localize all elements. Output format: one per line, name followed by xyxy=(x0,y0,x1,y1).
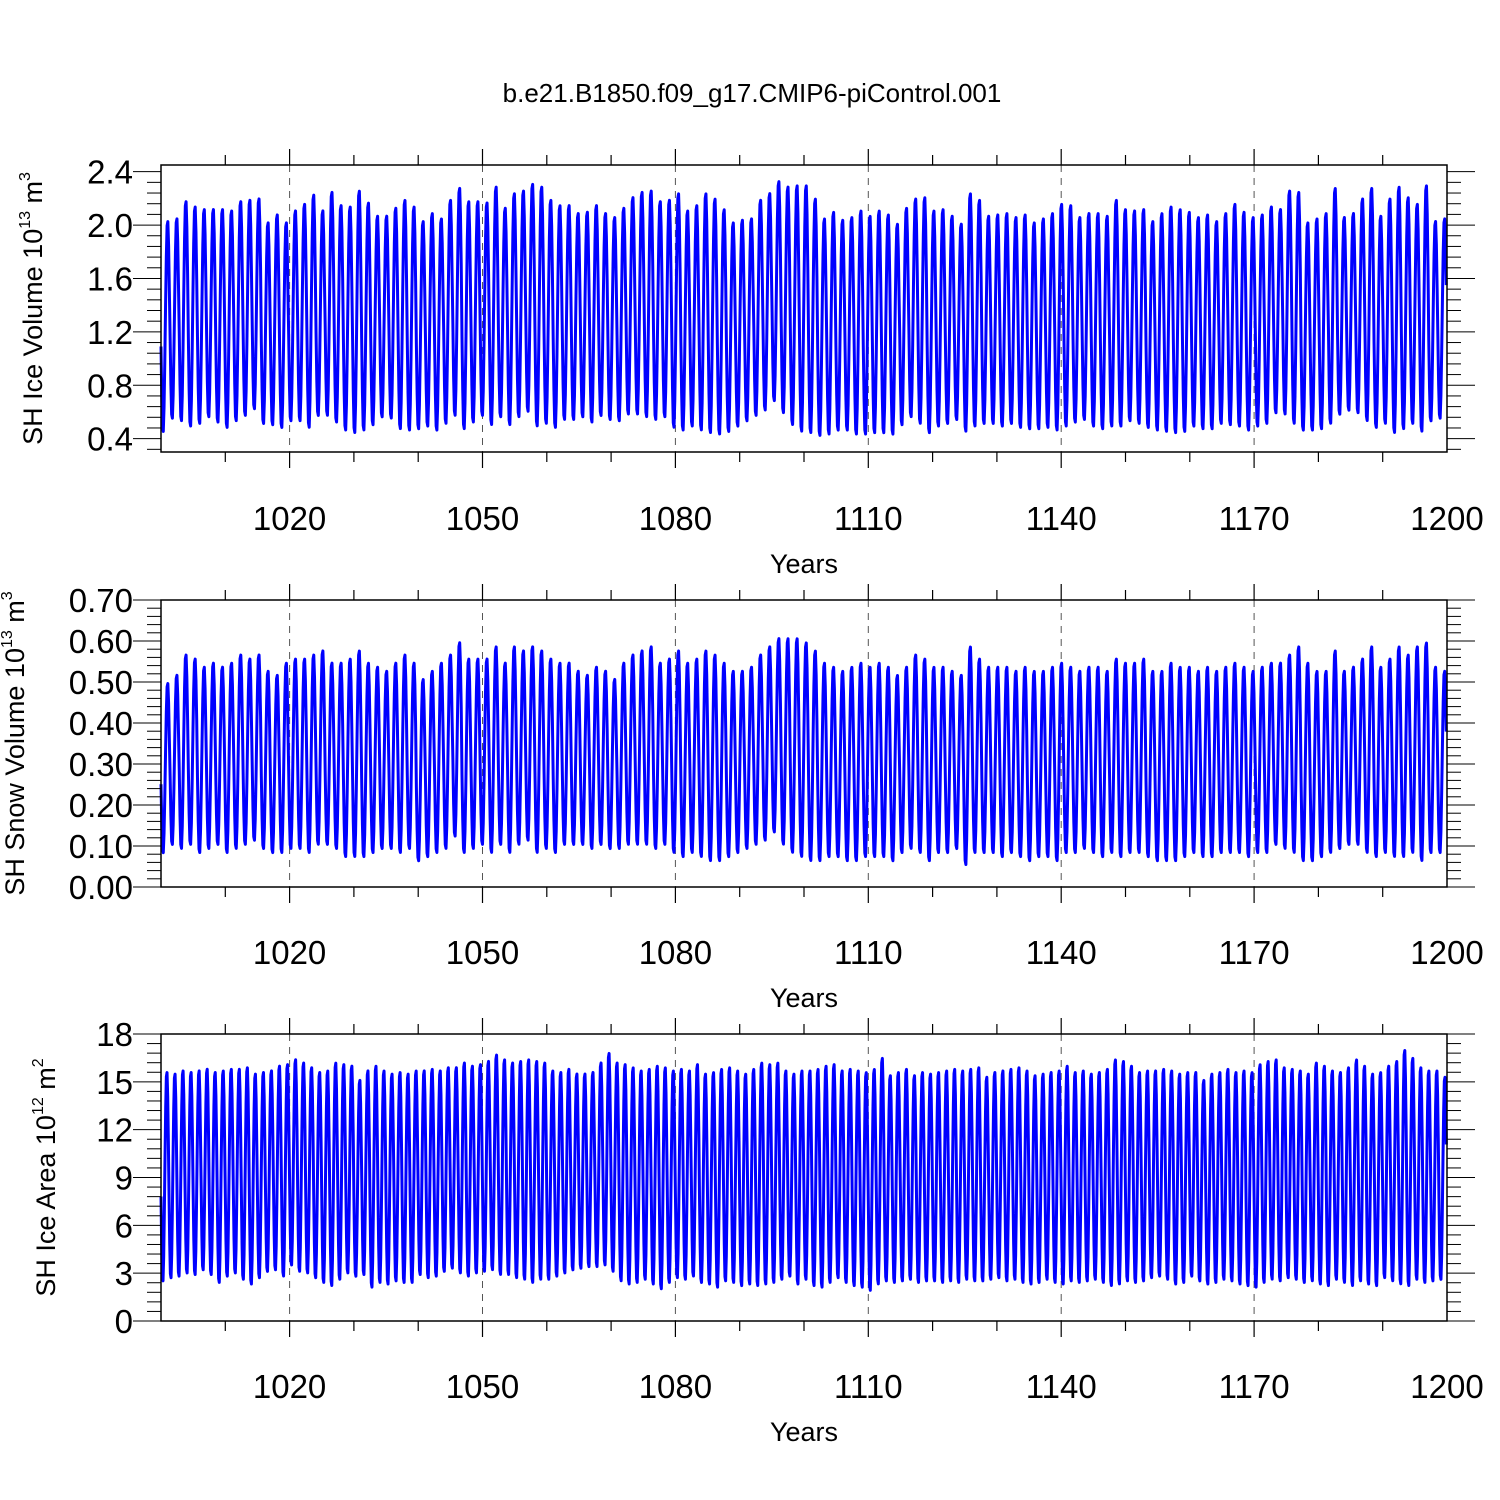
y-tick-label: 2.4 xyxy=(87,154,133,191)
x-tick-label: 1080 xyxy=(639,934,712,971)
panel-1: 0.4 0.8 1.2 1.6 2.0 2.4 1020 1050 1080 1110 1140 11… xyxy=(17,149,1484,579)
x-axis-label: Years xyxy=(770,1417,838,1447)
y-axis-label: SH Snow Volume 1013 m3 xyxy=(0,591,30,895)
x-tick-label: 1050 xyxy=(446,500,519,537)
y-tick-label: 1.2 xyxy=(87,314,133,351)
x-tick-label: 1140 xyxy=(1026,500,1097,537)
x-tick-label: 1140 xyxy=(1026,934,1097,971)
y-tick-label: 9 xyxy=(115,1160,133,1197)
series-line xyxy=(159,180,1448,437)
x-tick-label: 1020 xyxy=(253,500,326,537)
y-tick-label: 0.00 xyxy=(69,869,133,906)
y-tick-label: 18 xyxy=(96,1016,133,1053)
x-tick-label: 1020 xyxy=(253,934,326,971)
y-tick-label: 0.4 xyxy=(87,421,133,458)
x-tick-label: 1050 xyxy=(446,1368,519,1405)
y-tick-label: 0.10 xyxy=(69,828,133,865)
y-tick-label: 0.70 xyxy=(69,582,133,619)
y-tick-label: 0.20 xyxy=(69,787,133,824)
x-tick-label: 1170 xyxy=(1219,934,1290,971)
x-tick-label: 1170 xyxy=(1219,500,1290,537)
x-tick-label: 1110 xyxy=(834,500,903,537)
figure-title: b.e21.B1850.f09_g17.CMIP6-piControl.001 xyxy=(503,78,1002,108)
x-tick-label: 1140 xyxy=(1026,1368,1097,1405)
x-tick-label: 1200 xyxy=(1410,1368,1483,1405)
y-axis-label: SH Ice Area 1012 m2 xyxy=(30,1058,61,1296)
y-axis-label: SH Ice Volume 1013 m3 xyxy=(17,172,48,445)
y-tick-label: 3 xyxy=(115,1255,133,1292)
series-line xyxy=(159,637,1448,867)
y-tick-label: 0.8 xyxy=(87,367,133,404)
y-tick-label: 0.30 xyxy=(69,746,133,783)
x-tick-label: 1110 xyxy=(834,1368,903,1405)
y-tick-label: 0.40 xyxy=(69,705,133,742)
x-axis-label: Years xyxy=(770,983,838,1013)
x-axis-label: Years xyxy=(770,549,838,579)
x-tick-label: 1080 xyxy=(639,500,712,537)
panels: 0.4 0.8 1.2 1.6 2.0 2.4 1020 1050 1080 1110 1140 11… xyxy=(0,149,1484,1447)
y-tick-label: 2.0 xyxy=(87,207,133,244)
y-tick-label: 0.50 xyxy=(69,664,133,701)
y-tick-label: 1.6 xyxy=(87,260,133,297)
x-tick-label: 1080 xyxy=(639,1368,712,1405)
x-tick-label: 1200 xyxy=(1410,500,1483,537)
x-tick-label: 1170 xyxy=(1219,1368,1290,1405)
panel-2: 0.00 0.10 0.20 0.30 0.40 0.50 0.60 0.70 1020 1050… xyxy=(0,582,1484,1013)
y-tick-label: 15 xyxy=(96,1064,133,1101)
x-tick-label: 1050 xyxy=(446,934,519,971)
series-line xyxy=(159,1048,1448,1292)
x-tick-label: 1020 xyxy=(253,1368,326,1405)
y-tick-label: 12 xyxy=(96,1112,133,1149)
y-tick-label: 0.60 xyxy=(69,623,133,660)
panel-3: 0 3 6 9 12 15 18 1020 1050 1080 1110 1140 1170 1200 Ye… xyxy=(30,1016,1484,1447)
y-tick-label: 0 xyxy=(115,1303,133,1340)
x-tick-label: 1200 xyxy=(1410,934,1483,971)
x-tick-label: 1110 xyxy=(834,934,903,971)
y-tick-label: 6 xyxy=(115,1207,133,1244)
